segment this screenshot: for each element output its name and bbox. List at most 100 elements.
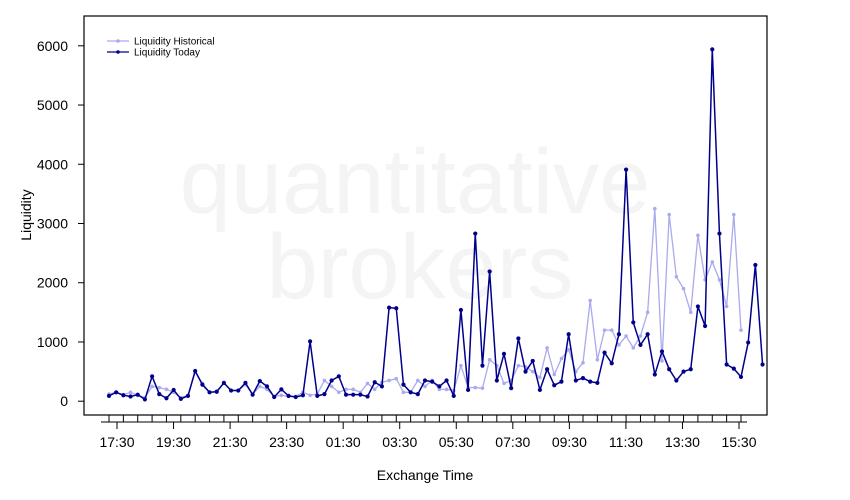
data-point (753, 262, 758, 268)
data-point (501, 351, 507, 356)
data-point (480, 363, 485, 368)
series-layer (106, 47, 765, 402)
data-point (696, 233, 700, 238)
series-today (106, 47, 765, 402)
x-tick-label: 05:30 (439, 434, 474, 450)
y-tick-label: 3000 (37, 216, 68, 232)
data-point (142, 397, 148, 402)
data-point (257, 378, 262, 384)
legend-label-historical: Liquidity Historical (134, 37, 215, 48)
y-tick-label: 2000 (37, 275, 68, 291)
data-point (473, 385, 478, 390)
data-point (516, 363, 521, 368)
data-point (351, 392, 356, 397)
data-point (473, 231, 478, 236)
x-tick-label: 03:30 (382, 434, 417, 450)
data-point (387, 378, 391, 383)
data-point (573, 378, 578, 383)
data-point (538, 375, 542, 380)
data-point (308, 393, 312, 398)
data-point (724, 362, 729, 367)
data-point (279, 393, 284, 398)
data-point (732, 212, 736, 217)
data-point (739, 328, 743, 332)
data-point (480, 386, 485, 390)
data-point (351, 387, 355, 392)
data-point (580, 375, 586, 381)
data-point (653, 206, 657, 211)
data-point (451, 393, 456, 398)
data-point (710, 260, 715, 264)
data-point (710, 47, 715, 52)
data-point (372, 387, 377, 392)
data-point (645, 310, 650, 315)
data-point (149, 374, 155, 379)
data-point (731, 366, 736, 371)
data-point (322, 391, 327, 397)
data-point (121, 393, 126, 398)
data-point (422, 378, 428, 383)
data-point (423, 384, 427, 389)
data-point (315, 393, 320, 398)
data-point (329, 384, 334, 389)
data-point (717, 231, 722, 236)
data-point (164, 387, 169, 392)
data-point (171, 387, 176, 393)
data-point (674, 378, 679, 383)
data-point (343, 392, 349, 397)
data-point (487, 357, 492, 362)
data-point (544, 367, 550, 372)
data-point (659, 349, 665, 354)
x-axis: 17:30 19:30 21:30 23:30 01:30 03:30 05:30 07:30… (99, 415, 757, 450)
data-point (516, 336, 521, 341)
data-point (609, 361, 614, 366)
data-point (595, 380, 600, 385)
x-tick-label: 23:30 (269, 434, 304, 450)
data-point (401, 390, 406, 395)
data-point (595, 357, 600, 362)
data-point (494, 378, 499, 383)
data-point (401, 382, 406, 387)
data-point (702, 323, 708, 329)
data-point (358, 392, 363, 397)
data-point (638, 342, 643, 348)
data-point (336, 374, 341, 379)
data-point (717, 277, 722, 282)
legend-marker-historical (116, 39, 120, 43)
data-point (307, 339, 313, 344)
y-tick-label: 5000 (37, 97, 68, 113)
data-point (660, 359, 664, 363)
data-point (559, 379, 564, 384)
data-point (293, 394, 298, 400)
data-point (688, 367, 693, 372)
data-point (667, 212, 671, 217)
data-point (394, 376, 399, 381)
data-point (372, 380, 377, 385)
data-point (250, 392, 255, 397)
data-point (695, 304, 701, 309)
data-point (746, 340, 751, 345)
data-point (458, 307, 464, 313)
data-point (566, 332, 571, 337)
data-point (394, 306, 399, 311)
data-point (157, 391, 162, 397)
y-tick-label: 1000 (37, 334, 68, 350)
data-point (329, 378, 334, 383)
x-tick-label: 13:30 (665, 434, 700, 450)
watermark-line-1: quantitative (180, 131, 651, 233)
data-point (444, 387, 449, 392)
data-point (150, 384, 154, 389)
data-point (645, 332, 650, 337)
data-point (588, 379, 593, 384)
x-axis-title: Exchange Time (377, 467, 474, 483)
data-point (681, 286, 686, 291)
data-point (602, 350, 607, 355)
y-axis: 0 1000 2000 3000 4000 5000 6000 (37, 38, 84, 409)
data-point (760, 362, 765, 367)
data-point (236, 388, 241, 393)
data-point (530, 369, 535, 374)
x-tick-label: 07:30 (495, 434, 530, 450)
legend-marker-today (116, 50, 120, 54)
legend-label-today: Liquidity Today (134, 48, 200, 59)
data-point (638, 334, 643, 338)
